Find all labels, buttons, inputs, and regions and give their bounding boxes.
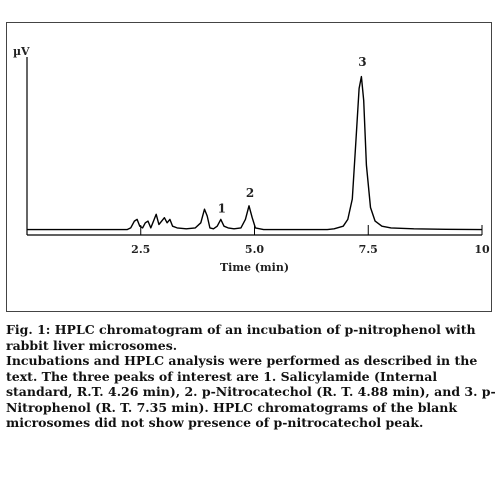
x-axis-label: Time (min) <box>220 261 289 274</box>
x-tick-label: 5.0 <box>245 243 264 256</box>
y-axis-label: µV <box>13 45 30 58</box>
figure-caption: Fig. 1: HPLC chromatogram of an incubati… <box>6 322 496 431</box>
figure-title: Fig. 1: HPLC chromatogram of an incubati… <box>6 322 476 353</box>
chart-frame: 2.5 5.0 7.5 10 1 2 3 µV Time (min) <box>6 22 492 312</box>
x-tick-label: 10 <box>474 243 490 256</box>
peak-label-1: 1 <box>218 201 226 215</box>
chromatogram-chart: 2.5 5.0 7.5 10 1 2 3 µV Time (min) <box>13 45 490 274</box>
chromatogram-trace <box>27 75 483 231</box>
peak-label-3: 3 <box>358 55 366 69</box>
peak-label-2: 2 <box>246 186 254 200</box>
x-tick-label: 2.5 <box>131 243 150 256</box>
x-tick-label: 7.5 <box>359 243 378 256</box>
figure-description: Incubations and HPLC analysis were perfo… <box>6 353 496 430</box>
